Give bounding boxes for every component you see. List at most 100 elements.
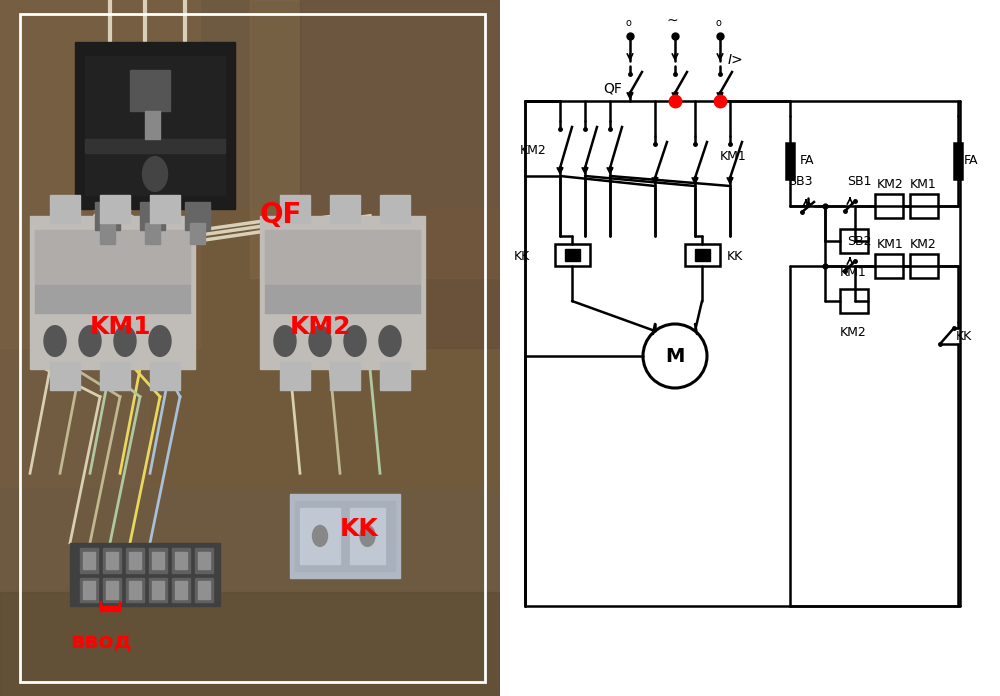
Text: KM1: KM1: [877, 238, 904, 251]
Text: KM2: KM2: [290, 315, 352, 339]
Bar: [126, 548, 144, 573]
Text: KM1: KM1: [910, 178, 937, 191]
Text: KK: KK: [514, 249, 530, 262]
Text: KK: KK: [727, 249, 743, 262]
Bar: [106, 552, 118, 569]
Bar: [330, 362, 360, 390]
Bar: [565, 249, 580, 261]
Text: KM2: KM2: [910, 238, 937, 251]
Bar: [75, 42, 235, 209]
Bar: [954, 143, 962, 179]
Bar: [786, 143, 794, 179]
Bar: [195, 578, 212, 602]
Bar: [130, 70, 170, 111]
Circle shape: [143, 157, 168, 191]
Circle shape: [149, 326, 171, 356]
Text: o: o: [625, 18, 631, 28]
Bar: [140, 202, 165, 230]
Text: SB1: SB1: [847, 175, 872, 188]
Circle shape: [312, 525, 327, 546]
Bar: [80, 548, 98, 573]
Circle shape: [114, 326, 136, 356]
Bar: [250, 0, 500, 278]
Bar: [300, 508, 340, 564]
Bar: [82, 581, 95, 599]
Text: ~: ~: [666, 14, 678, 28]
Bar: [695, 249, 710, 261]
Bar: [103, 578, 121, 602]
Bar: [195, 548, 212, 573]
Bar: [840, 229, 868, 253]
Circle shape: [44, 326, 66, 356]
Bar: [910, 194, 938, 218]
Bar: [380, 195, 410, 223]
Bar: [85, 56, 225, 195]
Text: ввод: ввод: [70, 631, 132, 651]
Bar: [152, 552, 164, 569]
Bar: [280, 362, 310, 390]
Text: FA: FA: [800, 155, 814, 168]
Bar: [300, 0, 500, 348]
Bar: [260, 216, 425, 369]
Bar: [380, 362, 410, 390]
Bar: [126, 578, 144, 602]
Text: KK: KK: [956, 329, 972, 342]
Text: I>: I>: [728, 53, 744, 67]
Circle shape: [79, 326, 101, 356]
Bar: [685, 244, 720, 266]
Bar: [787, 144, 793, 178]
Bar: [50, 195, 80, 223]
Text: KM1: KM1: [90, 315, 152, 339]
Bar: [100, 601, 101, 611]
Bar: [95, 202, 120, 230]
Bar: [295, 501, 395, 571]
Bar: [128, 552, 141, 569]
Bar: [100, 195, 130, 223]
Bar: [172, 548, 190, 573]
Text: M: M: [665, 347, 685, 365]
Bar: [149, 578, 167, 602]
Bar: [100, 223, 115, 244]
Bar: [0, 278, 150, 487]
Circle shape: [309, 326, 331, 356]
Text: QF: QF: [260, 200, 302, 229]
Bar: [30, 216, 195, 369]
Text: o: o: [715, 18, 721, 28]
Text: SB2: SB2: [847, 235, 872, 248]
Bar: [150, 195, 180, 223]
Text: FA: FA: [964, 155, 978, 168]
Bar: [0, 592, 500, 696]
Bar: [350, 508, 385, 564]
Bar: [198, 552, 210, 569]
Text: QF: QF: [603, 81, 622, 95]
Bar: [290, 494, 400, 578]
Bar: [198, 581, 210, 599]
Text: KM2: KM2: [520, 145, 547, 157]
Bar: [185, 202, 210, 230]
Bar: [150, 362, 180, 390]
Circle shape: [274, 326, 296, 356]
Bar: [128, 581, 141, 599]
Bar: [106, 581, 118, 599]
Bar: [330, 195, 360, 223]
Circle shape: [360, 525, 375, 546]
Text: SB3: SB3: [788, 175, 812, 188]
Bar: [555, 244, 590, 266]
Bar: [85, 139, 225, 153]
Text: KM2: KM2: [877, 178, 904, 191]
Circle shape: [379, 326, 401, 356]
Bar: [80, 578, 98, 602]
Bar: [190, 223, 205, 244]
Bar: [875, 194, 903, 218]
Bar: [910, 254, 938, 278]
Bar: [119, 601, 120, 611]
Bar: [840, 289, 868, 313]
Bar: [50, 362, 80, 390]
Circle shape: [344, 326, 366, 356]
Bar: [145, 223, 160, 244]
Bar: [70, 543, 220, 606]
Bar: [875, 254, 903, 278]
Bar: [955, 144, 961, 178]
Bar: [35, 230, 190, 285]
Text: KM1: KM1: [720, 150, 747, 162]
